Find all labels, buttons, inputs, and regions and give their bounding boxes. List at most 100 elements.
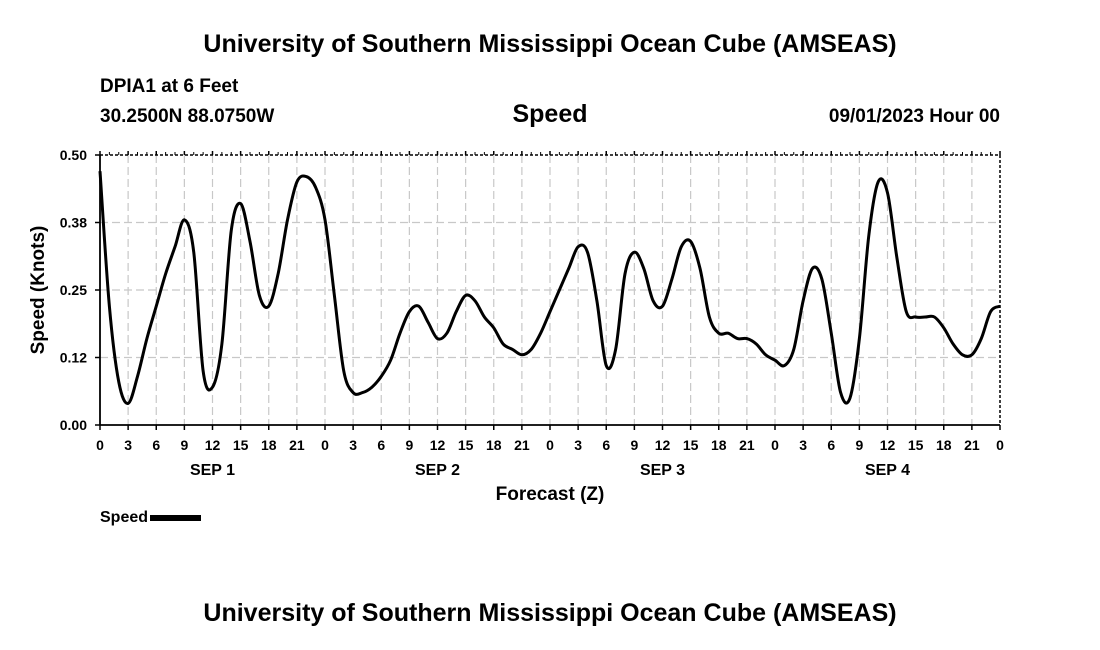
data-point xyxy=(596,300,598,302)
data-point xyxy=(427,321,429,323)
day-labels: SEP 1 SEP 2 SEP 3 SEP 4 xyxy=(190,462,910,479)
data-point xyxy=(230,230,232,232)
data-point xyxy=(108,305,110,307)
page-title: University of Southern Mississippi Ocean… xyxy=(203,30,897,58)
chart-title: Speed xyxy=(512,100,588,128)
data-point xyxy=(971,354,973,356)
data-point xyxy=(127,402,129,404)
y-tick-label: 0.50 xyxy=(60,147,87,163)
y-tick-label: 0.25 xyxy=(60,282,87,298)
data-point xyxy=(633,251,635,253)
x-tick-label: 3 xyxy=(799,437,807,453)
data-point xyxy=(952,343,954,345)
data-point xyxy=(802,300,804,302)
data-point xyxy=(671,278,673,280)
data-point xyxy=(418,305,420,307)
data-point xyxy=(774,359,776,361)
station-name: DPIA1 at 6 Feet xyxy=(100,76,239,97)
x-tick-label: 15 xyxy=(233,437,249,453)
data-point xyxy=(577,246,579,248)
day-label: SEP 1 xyxy=(190,462,235,479)
x-tick-label: 6 xyxy=(827,437,835,453)
x-tick-label: 6 xyxy=(152,437,160,453)
x-tick-label: 21 xyxy=(964,437,980,453)
data-point xyxy=(699,267,701,269)
data-point xyxy=(680,246,682,248)
data-point xyxy=(708,316,710,318)
x-tick-label: 3 xyxy=(124,437,132,453)
data-point xyxy=(465,294,467,296)
data-point xyxy=(736,338,739,340)
data-point xyxy=(586,251,589,253)
data-point xyxy=(896,257,898,259)
x-tick-label: 12 xyxy=(880,437,896,453)
y-tick-label: 0.12 xyxy=(60,350,87,366)
data-point xyxy=(202,370,204,372)
data-point xyxy=(193,251,195,253)
data-point xyxy=(268,305,270,307)
data-point xyxy=(849,397,851,399)
data-point xyxy=(643,267,645,269)
legend-label: Speed xyxy=(100,509,149,526)
data-point xyxy=(943,327,945,329)
data-point xyxy=(99,170,101,172)
data-point xyxy=(521,354,523,356)
forecast-datetime: 09/01/2023 Hour 00 xyxy=(828,106,1000,127)
x-tick-label: 9 xyxy=(405,437,413,453)
x-tick-label: 18 xyxy=(486,437,502,453)
data-point xyxy=(718,332,720,334)
x-tick-label: 15 xyxy=(683,437,699,453)
data-point xyxy=(661,305,664,307)
data-point xyxy=(568,267,570,269)
x-tick-label: 9 xyxy=(630,437,638,453)
data-point xyxy=(455,311,457,313)
data-point xyxy=(558,289,560,291)
data-point xyxy=(868,235,870,237)
data-point xyxy=(615,348,617,350)
day-label: SEP 4 xyxy=(865,462,910,479)
data-point xyxy=(690,240,692,242)
data-point xyxy=(258,294,260,296)
x-tick-label: 6 xyxy=(602,437,610,453)
x-tick-labels: 0 3 6 9 12 15 18 21 0 3 6 9 12 15 18 21 0 3 6 9 12 15 18 21 0 3 6 9… xyxy=(96,437,1004,453)
data-point xyxy=(905,311,907,313)
data-point xyxy=(474,300,476,302)
data-point xyxy=(174,246,176,248)
data-point xyxy=(136,375,139,377)
data-point xyxy=(746,338,748,340)
x-tick-label: 0 xyxy=(771,437,779,453)
x-tick-label: 12 xyxy=(205,437,221,453)
data-point xyxy=(221,343,223,345)
x-tick-label: 15 xyxy=(458,437,474,453)
data-point xyxy=(502,343,504,345)
data-point xyxy=(980,338,982,340)
data-point xyxy=(277,273,279,275)
data-point xyxy=(652,300,654,302)
data-point xyxy=(249,240,251,242)
data-point xyxy=(240,203,242,205)
data-point xyxy=(793,348,795,350)
x-tick-label: 18 xyxy=(936,437,952,453)
data-point xyxy=(765,354,767,356)
data-point xyxy=(390,359,392,361)
data-point xyxy=(727,332,729,334)
data-point xyxy=(821,278,823,280)
x-tick-label: 9 xyxy=(180,437,188,453)
data-point xyxy=(886,192,889,194)
x-tick-label: 21 xyxy=(739,437,755,453)
data-point xyxy=(811,267,814,269)
data-point xyxy=(408,311,410,313)
data-point xyxy=(211,386,214,388)
legend-line-swatch xyxy=(150,515,202,521)
data-point xyxy=(165,273,167,275)
data-point xyxy=(511,348,514,350)
data-point xyxy=(605,365,607,367)
x-tick-label: 21 xyxy=(514,437,530,453)
data-point xyxy=(493,327,495,329)
data-point xyxy=(446,332,448,334)
x-tick-label: 0 xyxy=(96,437,104,453)
x-tick-label: 21 xyxy=(289,437,305,453)
data-point xyxy=(296,181,298,183)
x-tick-label: 15 xyxy=(908,437,924,453)
